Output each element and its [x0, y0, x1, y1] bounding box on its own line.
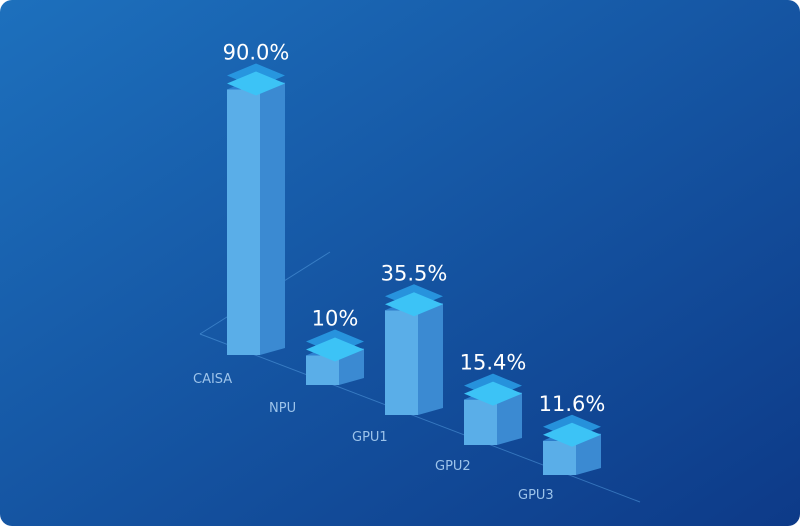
bar [464, 399, 497, 445]
bar-cap [543, 422, 601, 447]
bar-side [497, 392, 522, 445]
bar-side [339, 348, 364, 385]
category-label: GPU2 [435, 459, 471, 474]
bar-side [260, 82, 285, 355]
category-label: CAISA [193, 372, 232, 387]
value-label: 90.0% [223, 41, 290, 65]
value-label: 35.5% [381, 261, 448, 285]
category-label: GPU1 [352, 430, 388, 445]
bar [543, 440, 576, 475]
bar-cap [385, 292, 443, 317]
category-label: NPU [269, 401, 296, 416]
bar [385, 310, 418, 415]
value-label: 15.4% [460, 351, 527, 375]
category-label: GPU3 [518, 488, 554, 503]
bar-cap [464, 381, 522, 406]
bar-side [576, 433, 601, 475]
value-label: 11.6% [539, 392, 606, 416]
bar [227, 89, 260, 355]
value-label: 10% [312, 307, 359, 331]
bar-cap [306, 337, 364, 362]
bar-cap [227, 71, 285, 96]
bar-side [418, 303, 443, 415]
